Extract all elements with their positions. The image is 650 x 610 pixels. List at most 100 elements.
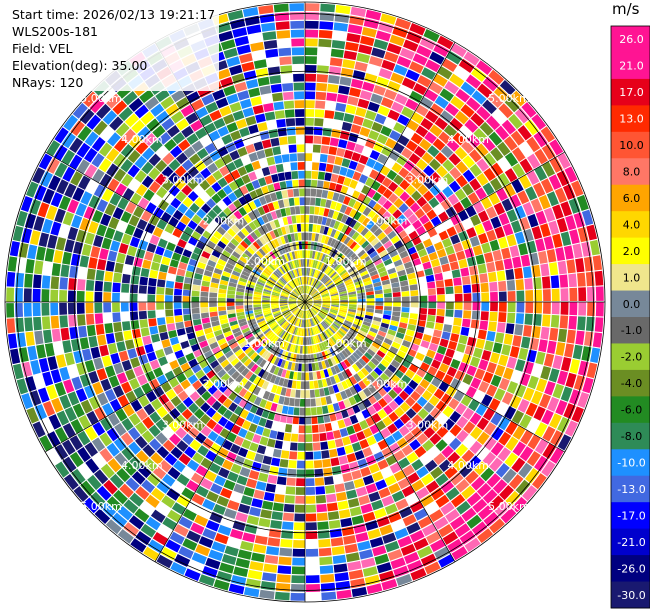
velocity-gate (368, 491, 381, 503)
colorbar-tick-label: -2.0 (621, 351, 642, 364)
velocity-gate (292, 224, 298, 233)
velocity-gate (501, 247, 511, 260)
velocity-gate (350, 6, 367, 17)
velocity-gate (228, 583, 245, 595)
velocity-gate (92, 381, 104, 395)
velocity-gate (211, 400, 222, 411)
velocity-gate (219, 105, 232, 117)
velocity-gate (333, 355, 340, 364)
velocity-gate (287, 261, 293, 270)
velocity-gate (317, 379, 324, 388)
velocity-gate (348, 229, 356, 238)
velocity-gate (279, 302, 288, 305)
velocity-gate (405, 266, 415, 275)
velocity-gate (443, 418, 455, 431)
velocity-gate (42, 400, 56, 417)
velocity-gate (410, 568, 427, 581)
velocity-gate (98, 158, 112, 173)
velocity-gate (306, 310, 310, 319)
velocity-gate (307, 310, 311, 318)
velocity-gate (200, 296, 209, 302)
velocity-gate (512, 441, 526, 457)
velocity-gate (435, 315, 445, 324)
velocity-gate (411, 190, 422, 202)
velocity-gate (310, 188, 317, 197)
velocity-gate (171, 89, 186, 103)
velocity-gate (358, 44, 373, 55)
velocity-gate (305, 354, 309, 363)
velocity-gate (318, 312, 326, 318)
velocity-gate (319, 323, 326, 331)
velocity-gate (399, 401, 411, 413)
velocity-gate (253, 294, 262, 298)
velocity-gate (269, 344, 277, 353)
velocity-gate (284, 342, 290, 351)
velocity-gate (297, 300, 305, 302)
velocity-gate (329, 288, 337, 293)
velocity-gate (305, 188, 311, 197)
velocity-gate (419, 138, 432, 151)
velocity-gate (223, 47, 238, 59)
velocity-gate (170, 145, 183, 158)
velocity-gate (73, 350, 84, 364)
velocity-gate (331, 304, 339, 308)
velocity-gate (139, 319, 149, 329)
velocity-gate (329, 448, 338, 458)
velocity-gate (186, 480, 200, 492)
velocity-gate (289, 3, 304, 12)
velocity-gate (182, 302, 191, 309)
velocity-gate (305, 381, 310, 390)
velocity-gate (476, 106, 491, 121)
velocity-gate (372, 277, 381, 284)
velocity-gate (204, 142, 217, 154)
velocity-gate (85, 179, 99, 194)
velocity-gate (357, 249, 366, 258)
velocity-gate (581, 209, 594, 226)
velocity-gate (267, 392, 276, 402)
velocity-gate (238, 207, 248, 217)
velocity-gate (450, 95, 465, 110)
colorbar-tick-label: 2.0 (623, 245, 641, 258)
velocity-gate (341, 121, 352, 132)
velocity-gate (307, 241, 312, 250)
velocity-gate (560, 231, 572, 247)
velocity-gate (264, 341, 272, 350)
velocity-gate (123, 499, 139, 514)
velocity-gate (58, 224, 70, 239)
velocity-gate (139, 89, 154, 104)
velocity-gate (279, 340, 285, 349)
velocity-gate (390, 359, 401, 369)
velocity-gate (380, 236, 390, 245)
colorbar-tick-label: 10.0 (619, 139, 644, 152)
velocity-gate (315, 91, 327, 101)
velocity-gate (80, 191, 93, 206)
velocity-gate (403, 385, 414, 396)
velocity-gate (265, 282, 274, 288)
velocity-gate (505, 269, 515, 281)
velocity-gate (292, 307, 299, 314)
velocity-gate (387, 423, 398, 434)
velocity-gate (287, 379, 293, 388)
velocity-gate (87, 220, 99, 234)
velocity-gate (231, 424, 241, 435)
velocity-gate (320, 234, 327, 244)
velocity-gate (187, 374, 198, 385)
velocity-gate (166, 124, 180, 138)
velocity-gate (305, 302, 311, 308)
colorbar-tick-label: -13.0 (617, 483, 645, 496)
velocity-gate (223, 173, 234, 184)
velocity-gate (462, 284, 472, 294)
velocity-gate (243, 214, 252, 224)
velocity-gate (323, 369, 330, 378)
velocity-gate (207, 384, 218, 395)
velocity-gate (577, 272, 586, 287)
velocity-gate (285, 262, 291, 271)
velocity-gate (251, 498, 263, 508)
velocity-gate (205, 264, 215, 273)
velocity-gate (512, 147, 526, 162)
velocity-gate (348, 198, 357, 208)
velocity-gate (166, 353, 177, 363)
velocity-gate (244, 249, 253, 258)
velocity-gate (450, 43, 467, 58)
velocity-gate (403, 160, 415, 172)
